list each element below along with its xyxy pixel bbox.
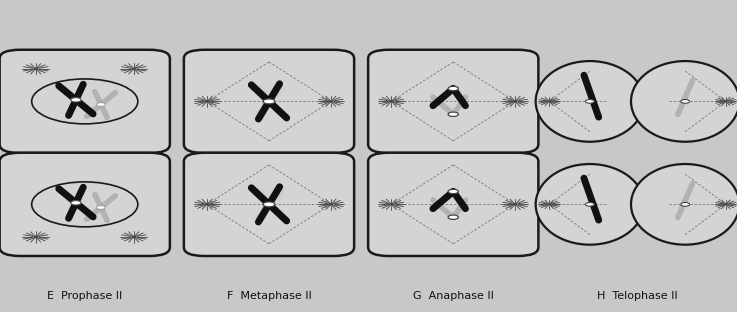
Circle shape: [548, 204, 551, 205]
Ellipse shape: [631, 61, 737, 142]
Circle shape: [390, 204, 393, 205]
Circle shape: [263, 202, 275, 207]
FancyBboxPatch shape: [0, 153, 170, 256]
Circle shape: [71, 201, 81, 205]
Circle shape: [681, 100, 690, 103]
Circle shape: [32, 182, 138, 227]
Circle shape: [206, 204, 209, 205]
Ellipse shape: [536, 61, 644, 142]
Circle shape: [548, 101, 551, 102]
Circle shape: [34, 236, 38, 238]
Circle shape: [585, 202, 594, 206]
Circle shape: [448, 112, 458, 116]
Text: G  Anaphase II: G Anaphase II: [413, 291, 494, 301]
Circle shape: [263, 99, 275, 104]
Text: E  Prophase II: E Prophase II: [47, 291, 122, 301]
Circle shape: [448, 189, 458, 194]
Circle shape: [681, 202, 690, 206]
Circle shape: [448, 86, 458, 91]
Circle shape: [329, 204, 332, 205]
Text: F  Metaphase II: F Metaphase II: [227, 291, 311, 301]
Circle shape: [390, 101, 393, 102]
Circle shape: [32, 79, 138, 124]
Circle shape: [132, 236, 136, 238]
Circle shape: [514, 204, 517, 205]
Circle shape: [514, 101, 517, 102]
FancyBboxPatch shape: [184, 153, 354, 256]
Circle shape: [34, 68, 38, 70]
Circle shape: [585, 100, 594, 103]
FancyBboxPatch shape: [0, 50, 170, 153]
FancyBboxPatch shape: [368, 50, 538, 153]
Ellipse shape: [536, 164, 644, 245]
Circle shape: [97, 206, 105, 209]
Circle shape: [724, 101, 727, 102]
Circle shape: [206, 101, 209, 102]
FancyBboxPatch shape: [184, 50, 354, 153]
Ellipse shape: [631, 164, 737, 245]
Circle shape: [448, 215, 458, 219]
FancyBboxPatch shape: [368, 153, 538, 256]
Circle shape: [132, 68, 136, 70]
Circle shape: [71, 98, 81, 102]
Circle shape: [97, 103, 105, 106]
Circle shape: [724, 204, 727, 205]
Text: H  Telophase II: H Telophase II: [597, 291, 678, 301]
Circle shape: [329, 101, 332, 102]
